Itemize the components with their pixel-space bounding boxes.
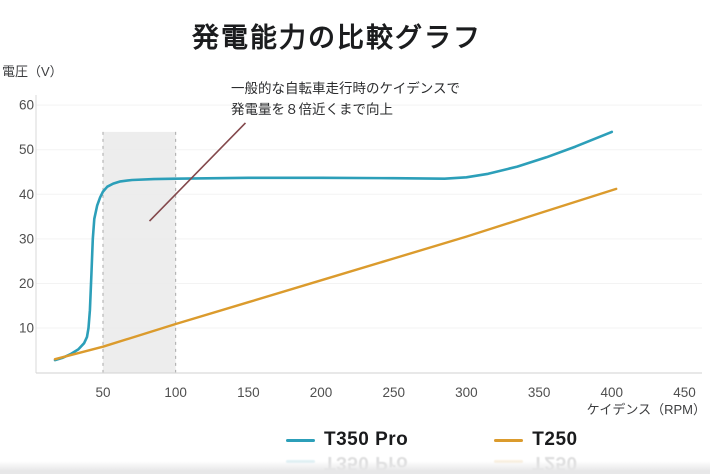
y-tick-label: 30 (19, 231, 34, 246)
x-tick-label: 300 (455, 385, 478, 400)
x-tick-label: 150 (237, 385, 260, 400)
y-tick-label: 40 (19, 187, 34, 202)
x-tick-label: 200 (310, 385, 333, 400)
bottom-strip (0, 461, 710, 474)
legend-label-t250: T250 (532, 429, 578, 450)
annotation-line-2: 発電量を８倍近くまで向上 (231, 102, 393, 117)
y-tick-label: 50 (19, 142, 34, 157)
legend-label-t350-pro: T350 Pro (324, 429, 409, 450)
y-tick-label: 20 (19, 276, 34, 291)
chart-title: 発電能力の比較グラフ (192, 23, 482, 53)
legend-swatch-t250 (494, 438, 524, 442)
y-tick-label: 10 (19, 321, 34, 336)
annotation-pointer-line (148, 122, 247, 222)
highlight-band (102, 131, 176, 373)
y-axis-label: 電圧（V） (2, 64, 63, 79)
x-axis-label: ケイデンス（RPM） (586, 402, 706, 417)
x-tick-label: 50 (95, 385, 110, 400)
legend-item-t250: T250 (494, 429, 577, 451)
x-tick-label: 100 (164, 385, 187, 400)
legend-item-t350-pro: T350 Pro (286, 429, 408, 451)
y-tick-label: 60 (19, 98, 34, 113)
series-line-t250 (53, 187, 618, 361)
x-tick-label: 350 (528, 385, 551, 400)
x-tick-label: 400 (601, 385, 624, 400)
x-tick-label: 250 (382, 385, 405, 400)
legend: T350 Pro T250 (286, 429, 578, 451)
annotation-text: 一般的な自転車走行時のケイデンスで 発電量を８倍近くまで向上 (231, 78, 460, 120)
x-tick-label: 450 (673, 385, 696, 400)
series-line-t350-pro (53, 130, 614, 362)
legend-swatch-t350-pro (286, 438, 315, 442)
annotation-line-1: 一般的な自転車走行時のケイデンスで (231, 81, 460, 96)
